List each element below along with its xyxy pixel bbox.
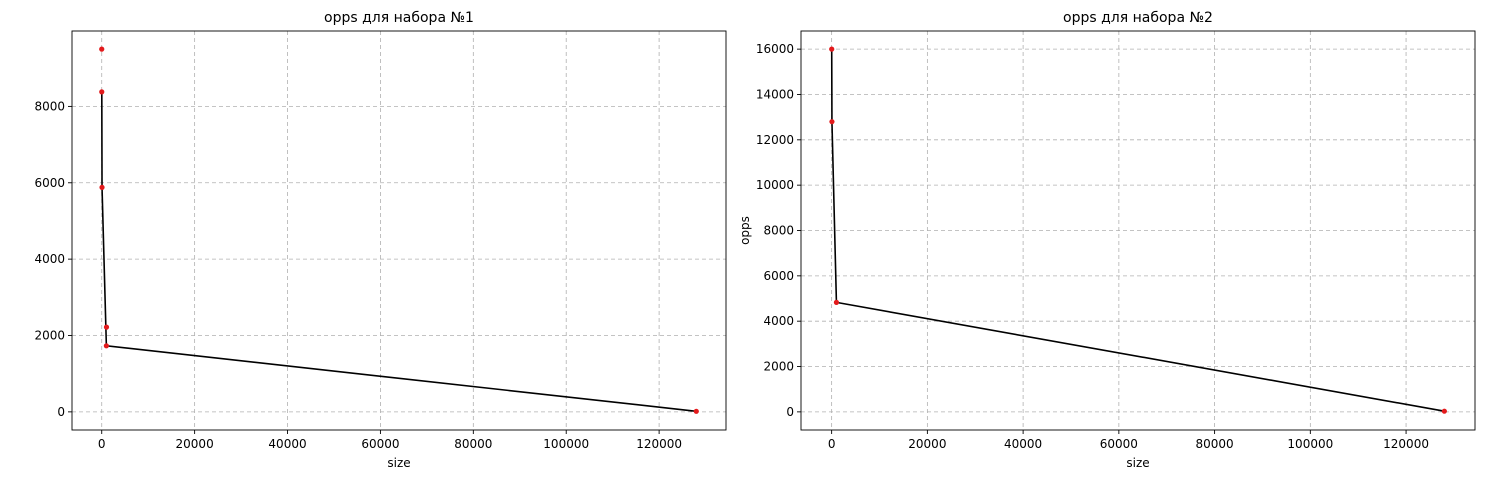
plot-frame bbox=[71, 30, 727, 431]
y-tick-label: 4000 bbox=[763, 314, 794, 328]
data-point bbox=[99, 46, 105, 52]
x-tick-label: 40000 bbox=[1004, 437, 1042, 451]
x-tick-label: 120000 bbox=[1383, 437, 1429, 451]
chart-panel-2: 0 20000 40000 60000 80000 100000 120000 0 2000 40… bbox=[738, 10, 1476, 470]
data-point bbox=[103, 343, 109, 349]
data-point bbox=[833, 299, 840, 305]
data-point bbox=[99, 89, 105, 95]
data-point bbox=[693, 408, 699, 414]
data-point bbox=[1441, 408, 1447, 414]
y-tick-label: 0 bbox=[786, 405, 794, 419]
series-line bbox=[830, 49, 1445, 412]
x-tick-label: 60000 bbox=[1100, 437, 1138, 451]
y-tick-label: 2000 bbox=[763, 360, 794, 374]
series-line bbox=[101, 91, 697, 413]
x-tick-label: 20000 bbox=[908, 437, 946, 451]
y-tick-label: 16000 bbox=[756, 42, 794, 56]
x-tick-label: 100000 bbox=[543, 437, 589, 451]
x-axis-label: size bbox=[1126, 456, 1149, 470]
y-tick-label: 4000 bbox=[34, 252, 65, 266]
x-tick-label: 80000 bbox=[1195, 437, 1233, 451]
x-tick-label: 40000 bbox=[268, 437, 306, 451]
data-point bbox=[99, 184, 105, 190]
y-tick-label: 8000 bbox=[34, 99, 65, 113]
y-tick-label: 14000 bbox=[756, 87, 794, 101]
chart-title: opps для набора №2 bbox=[1063, 10, 1213, 26]
chart-title: opps для набора №1 bbox=[324, 10, 474, 26]
y-tick-label: 2000 bbox=[34, 329, 65, 343]
x-tick-label: 20000 bbox=[176, 437, 214, 451]
data-point bbox=[103, 324, 110, 330]
x-tick-label: 100000 bbox=[1287, 437, 1333, 451]
x-tick-label: 120000 bbox=[636, 437, 682, 451]
x-tick-label: 80000 bbox=[454, 437, 492, 451]
x-tick-label: 0 bbox=[828, 437, 836, 451]
y-tick-label: 6000 bbox=[763, 269, 794, 283]
chart-panel-1: 0 20000 40000 60000 80000 100000 120000 0 2000 40… bbox=[34, 10, 727, 470]
y-tick-label: 8000 bbox=[763, 224, 794, 238]
y-tick-label: 6000 bbox=[34, 176, 65, 190]
y-tick-label: 10000 bbox=[756, 178, 794, 192]
data-point bbox=[829, 119, 835, 125]
x-axis-label: size bbox=[387, 456, 410, 470]
y-tick-label: 12000 bbox=[756, 133, 794, 147]
x-tick-label: 60000 bbox=[361, 437, 399, 451]
data-point bbox=[829, 46, 835, 52]
y-tick-label: 0 bbox=[57, 405, 65, 419]
x-tick-label: 0 bbox=[98, 437, 106, 451]
y-axis-label: opps bbox=[738, 216, 752, 245]
